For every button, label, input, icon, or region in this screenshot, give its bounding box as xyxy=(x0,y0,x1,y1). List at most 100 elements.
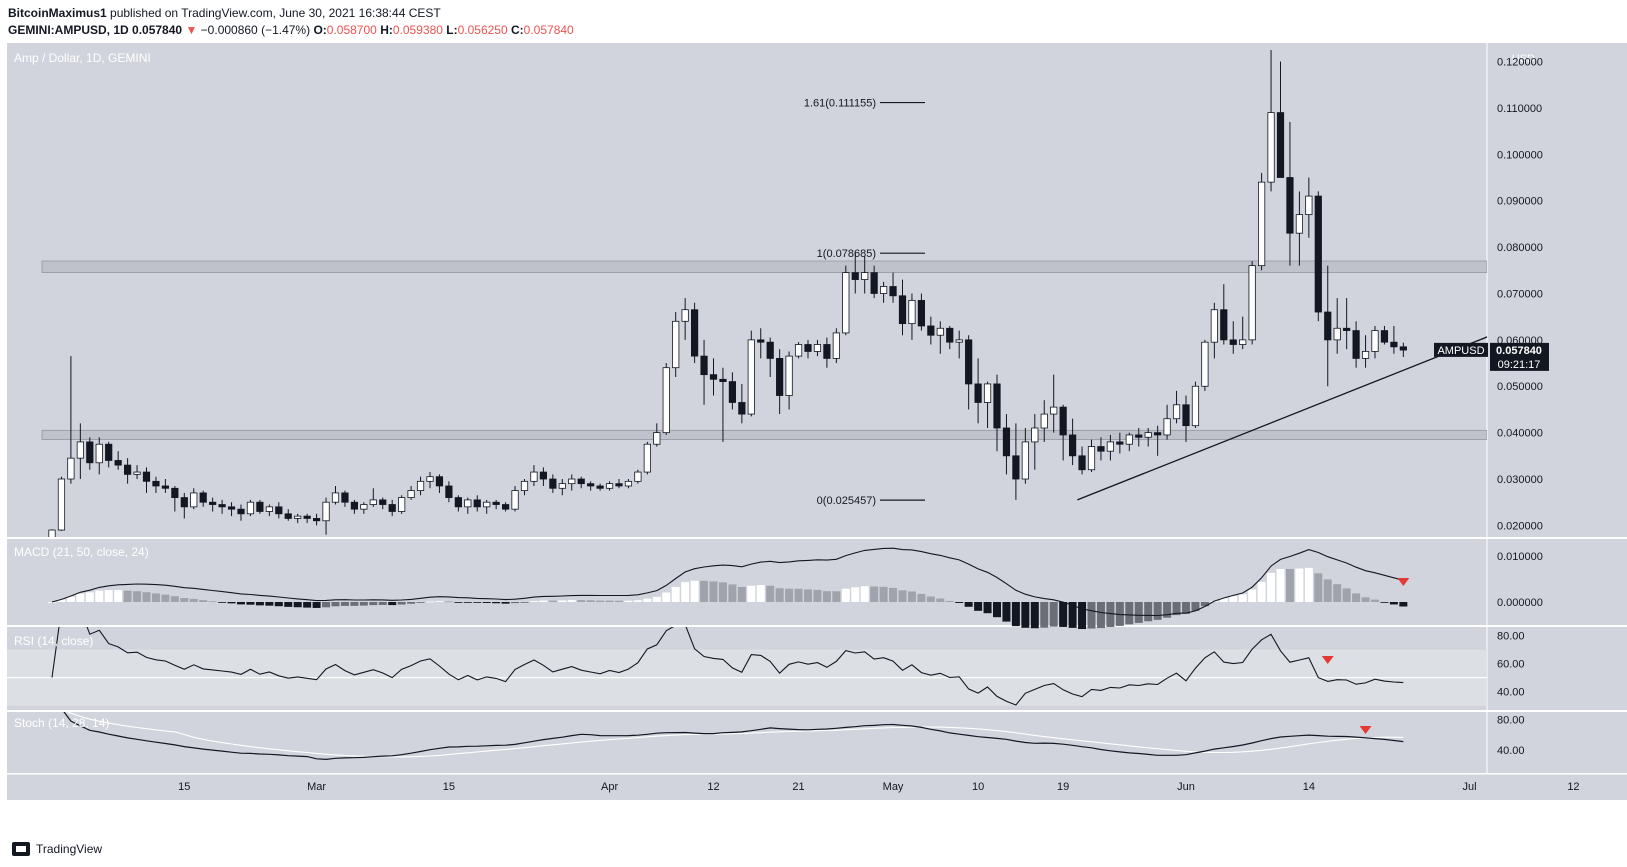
candle-down xyxy=(927,325,935,336)
candle-down xyxy=(709,374,718,380)
candle-down xyxy=(1116,441,1124,445)
candle-down xyxy=(851,272,859,280)
macd-histogram-bar xyxy=(492,602,501,604)
candle-down xyxy=(1002,427,1011,457)
candle-up xyxy=(511,490,519,510)
macd-histogram-bar xyxy=(95,590,104,603)
candle-down xyxy=(341,492,349,503)
macd-histogram-bar xyxy=(775,588,784,603)
candle-up xyxy=(294,515,302,519)
macd-histogram-bar xyxy=(426,601,434,603)
candle-down xyxy=(237,508,245,515)
macd-histogram-bar xyxy=(955,602,964,603)
macd-histogram-bar xyxy=(133,591,142,603)
bar-countdown: 09:21:17 xyxy=(1498,359,1541,371)
macd-histogram-bar xyxy=(879,586,888,603)
macd-histogram-bar xyxy=(1115,602,1124,626)
close-label: C: xyxy=(511,23,524,37)
candle-down xyxy=(728,381,737,403)
macd-pane xyxy=(7,539,1487,625)
macd-histogram-bar xyxy=(643,598,652,603)
candle-up xyxy=(1258,181,1266,267)
candle-down xyxy=(946,327,954,343)
candle-down xyxy=(152,480,160,487)
candle-down xyxy=(473,499,481,508)
low-label: L: xyxy=(446,23,458,37)
candle-up xyxy=(1305,195,1313,216)
macd-histogram-bar xyxy=(1049,602,1058,627)
price-tick-label: 0.120000 xyxy=(1497,57,1543,69)
stoch-label: Stoch (14, 28, 14) xyxy=(14,716,109,730)
macd-histogram-bar xyxy=(567,600,576,603)
price-tick-label: 0.110000 xyxy=(1497,103,1542,115)
candle-up xyxy=(1050,406,1058,415)
macd-histogram-bar xyxy=(1200,602,1209,607)
rsi-tick-label: 80.00 xyxy=(1497,630,1525,642)
candle-up xyxy=(426,476,434,482)
macd-histogram-bar xyxy=(1125,602,1134,625)
macd-histogram-bar xyxy=(293,602,302,608)
macd-histogram-bar xyxy=(917,593,926,603)
candle-up xyxy=(624,480,633,487)
macd-histogram-bar xyxy=(1134,602,1143,623)
candle-down xyxy=(965,339,973,385)
rsi-tick-label: 40.00 xyxy=(1497,687,1525,699)
macd-histogram-bar xyxy=(397,602,406,605)
macd-histogram-bar xyxy=(558,600,567,603)
macd-histogram-bar xyxy=(1002,602,1011,622)
candle-up xyxy=(133,471,141,475)
candle-down xyxy=(757,339,765,343)
macd-histogram-bar xyxy=(322,602,331,608)
macd-histogram-bar xyxy=(662,592,671,603)
publisher-name[interactable]: BitcoinMaximus1 xyxy=(8,6,107,20)
macd-histogram-bar xyxy=(1068,602,1077,628)
price-tick-label: 0.050000 xyxy=(1497,381,1543,393)
macd-histogram-bar xyxy=(1087,602,1096,629)
candle-up xyxy=(1163,418,1171,436)
candle-up xyxy=(1267,112,1275,183)
candle-up xyxy=(832,332,840,359)
macd-histogram-bar xyxy=(1352,593,1361,603)
macd-histogram-bar xyxy=(700,580,709,603)
macd-histogram-bar xyxy=(312,602,321,608)
macd-histogram-bar xyxy=(993,602,1001,618)
candle-up xyxy=(785,355,793,396)
time-tick-label: May xyxy=(883,781,904,793)
candle-down xyxy=(171,487,179,498)
macd-histogram-bar xyxy=(378,602,387,605)
macd-histogram-bar xyxy=(435,601,444,603)
candle-down xyxy=(766,341,774,359)
macd-tick-label: 0.000000 xyxy=(1497,597,1543,609)
candle-down xyxy=(549,478,557,489)
macd-histogram-bar xyxy=(473,602,482,603)
macd-histogram-bar xyxy=(983,602,992,614)
time-tick-label: 21 xyxy=(792,781,804,793)
macd-histogram-bar xyxy=(936,598,945,603)
macd-histogram-bar xyxy=(548,600,557,603)
macd-histogram-bar xyxy=(718,582,727,603)
candle-up xyxy=(634,471,642,482)
macd-histogram-bar xyxy=(1333,584,1342,603)
time-axis xyxy=(7,774,1627,800)
macd-histogram-bar xyxy=(681,582,690,603)
candle-up xyxy=(681,309,689,322)
macd-histogram-bar xyxy=(964,602,973,607)
macd-histogram-bar xyxy=(1144,602,1153,622)
macd-histogram-bar xyxy=(577,600,586,603)
macd-histogram-bar xyxy=(1106,602,1115,627)
macd-line xyxy=(51,547,1404,617)
candle-down xyxy=(823,344,831,359)
macd-histogram-bar xyxy=(76,593,85,603)
macd-histogram-bar xyxy=(265,602,274,606)
stoch-tick-label: 40.00 xyxy=(1497,745,1525,757)
price-pane xyxy=(7,43,1487,537)
candle-down xyxy=(1380,330,1389,343)
macd-histogram-bar xyxy=(151,593,160,603)
macd-histogram-bar xyxy=(1295,568,1304,603)
candle-down xyxy=(379,499,387,505)
candle-down xyxy=(870,272,878,294)
macd-histogram-bar xyxy=(199,600,208,603)
candle-down xyxy=(719,378,727,383)
candle-down xyxy=(776,358,784,396)
